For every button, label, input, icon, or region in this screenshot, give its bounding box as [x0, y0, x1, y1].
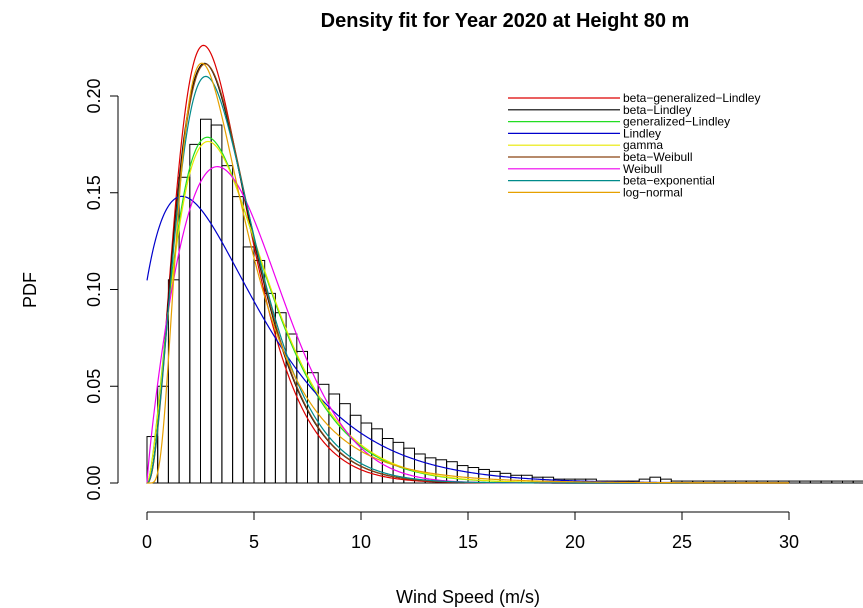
histogram-bar: [210, 124, 223, 484]
legend-label: gamma: [623, 138, 663, 152]
histogram-bar: [831, 480, 843, 484]
histogram-bar: [242, 246, 255, 484]
legend-label: Weibull: [623, 162, 662, 176]
legend: beta−generalized−Lindleybeta−Lindleygene…: [508, 91, 760, 199]
histogram-bar: [809, 480, 822, 484]
y-tick-label: 0.00: [84, 465, 104, 500]
histogram-bar: [456, 465, 469, 484]
y-tick-label: 0.05: [84, 369, 104, 404]
y-axis-label: PDF: [20, 272, 40, 308]
histogram-bar: [232, 196, 244, 484]
histogram-bar: [446, 461, 458, 484]
legend-label: beta−exponential: [623, 174, 715, 188]
histogram-bar: [852, 480, 863, 484]
y-tick-label: 0.15: [84, 175, 104, 210]
x-axis: 0 5 10 15 20 25 30: [142, 511, 799, 552]
y-axis: 0.00 0.05 0.10 0.15 0.20: [84, 78, 119, 501]
x-tick-label: 0: [142, 532, 152, 552]
density-curves: [146, 44, 790, 484]
chart-title: Density fit for Year 2020 at Height 80 m: [321, 10, 690, 32]
histogram-bar: [167, 279, 180, 484]
histogram-bar: [799, 480, 811, 484]
x-tick-label: 10: [351, 532, 371, 552]
legend-label: beta−generalized−Lindley: [623, 91, 760, 105]
legend-label: log−normal: [623, 185, 683, 199]
x-tick-label: 15: [458, 532, 478, 552]
x-axis-label: Wind Speed (m/s): [396, 587, 540, 607]
histogram-bar: [253, 259, 266, 484]
histogram-bar: [178, 176, 191, 484]
y-tick-label: 0.10: [84, 272, 104, 307]
legend-label: generalized−Lindley: [623, 115, 730, 129]
legend-label: Lindley: [623, 126, 661, 140]
y-tick-label: 0.20: [84, 78, 104, 113]
x-tick-label: 20: [565, 532, 585, 552]
x-tick-label: 30: [779, 532, 799, 552]
legend-label: beta−Lindley: [623, 103, 691, 117]
x-tick-label: 25: [672, 532, 692, 552]
histogram-bar: [788, 480, 801, 484]
histogram-bar: [820, 480, 833, 484]
x-tick-label: 5: [249, 532, 259, 552]
density-curve: [147, 62, 790, 484]
legend-label: beta−Weibull: [623, 150, 693, 164]
histogram-bar: [221, 165, 234, 484]
histogram-bar: [349, 414, 362, 484]
histogram-bar: [842, 480, 854, 484]
